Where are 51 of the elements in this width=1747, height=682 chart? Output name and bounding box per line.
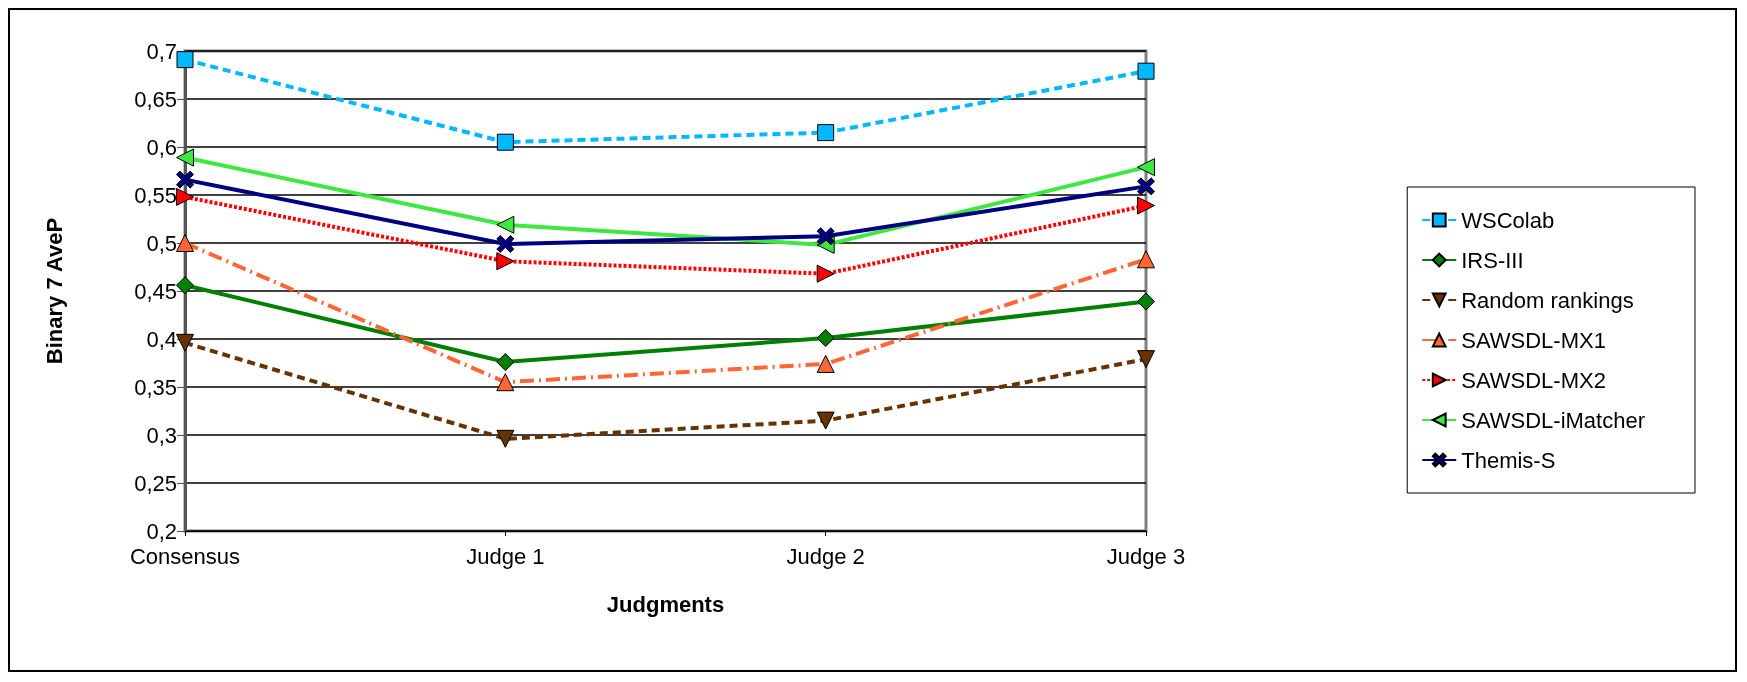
y-tick-label: 0,6: [146, 134, 177, 160]
y-tick-label: 0,5: [146, 230, 177, 256]
point: [816, 227, 835, 246]
legend-label: WSColab: [1461, 207, 1555, 233]
legend-label: SAWSDL-iMatcher: [1461, 407, 1645, 433]
point: [176, 187, 194, 206]
legend-label: Random rankings: [1461, 287, 1634, 313]
point: [816, 329, 835, 348]
y-tick-label: 0,7: [146, 38, 177, 64]
point: [496, 234, 515, 253]
point: [1137, 62, 1155, 80]
point: [176, 276, 194, 295]
point: [817, 124, 835, 142]
x-tick-label: Consensus: [129, 543, 241, 569]
point: [176, 333, 194, 352]
y-tick-label: 0,35: [134, 374, 177, 400]
y-tick-label: 0,3: [146, 422, 177, 448]
point: [1137, 196, 1155, 215]
y-tick-label: 0,4: [146, 326, 177, 352]
point: [816, 264, 835, 283]
point: [176, 234, 194, 252]
x-axis-title: Judgments: [606, 591, 725, 617]
legend-label: SAWSDL-MX2: [1461, 367, 1606, 393]
y-tick-label: 0,45: [134, 278, 177, 304]
y-tick-label: 0,65: [134, 86, 177, 112]
y-tick-label: 0,55: [134, 182, 177, 208]
y-axis-title: Binary 7 AveP: [41, 217, 67, 365]
x-tick-label: Judge 2: [786, 543, 865, 569]
legend-label: Themis-S: [1461, 447, 1556, 473]
point: [496, 133, 514, 151]
y-tick-label: 0,25: [134, 470, 177, 496]
point: [496, 429, 515, 448]
point: [496, 252, 515, 271]
point: [176, 170, 194, 189]
point: [496, 373, 515, 392]
x-tick-label: Judge 3: [1106, 543, 1186, 569]
point: [1137, 292, 1155, 311]
legend-label: SAWSDL-MX1: [1461, 327, 1606, 353]
point: [1137, 250, 1155, 269]
point: [1137, 177, 1155, 196]
point: [1137, 158, 1155, 177]
point: [496, 215, 515, 234]
point: [816, 354, 835, 373]
legend-label: IRS-III: [1461, 247, 1524, 273]
point: [496, 353, 515, 372]
y-tick-label: 0,2: [146, 518, 177, 544]
x-tick-label: Judge 1: [466, 543, 545, 569]
point: [816, 411, 835, 430]
point: [1137, 350, 1155, 369]
point: [176, 148, 194, 167]
point: [176, 51, 194, 69]
